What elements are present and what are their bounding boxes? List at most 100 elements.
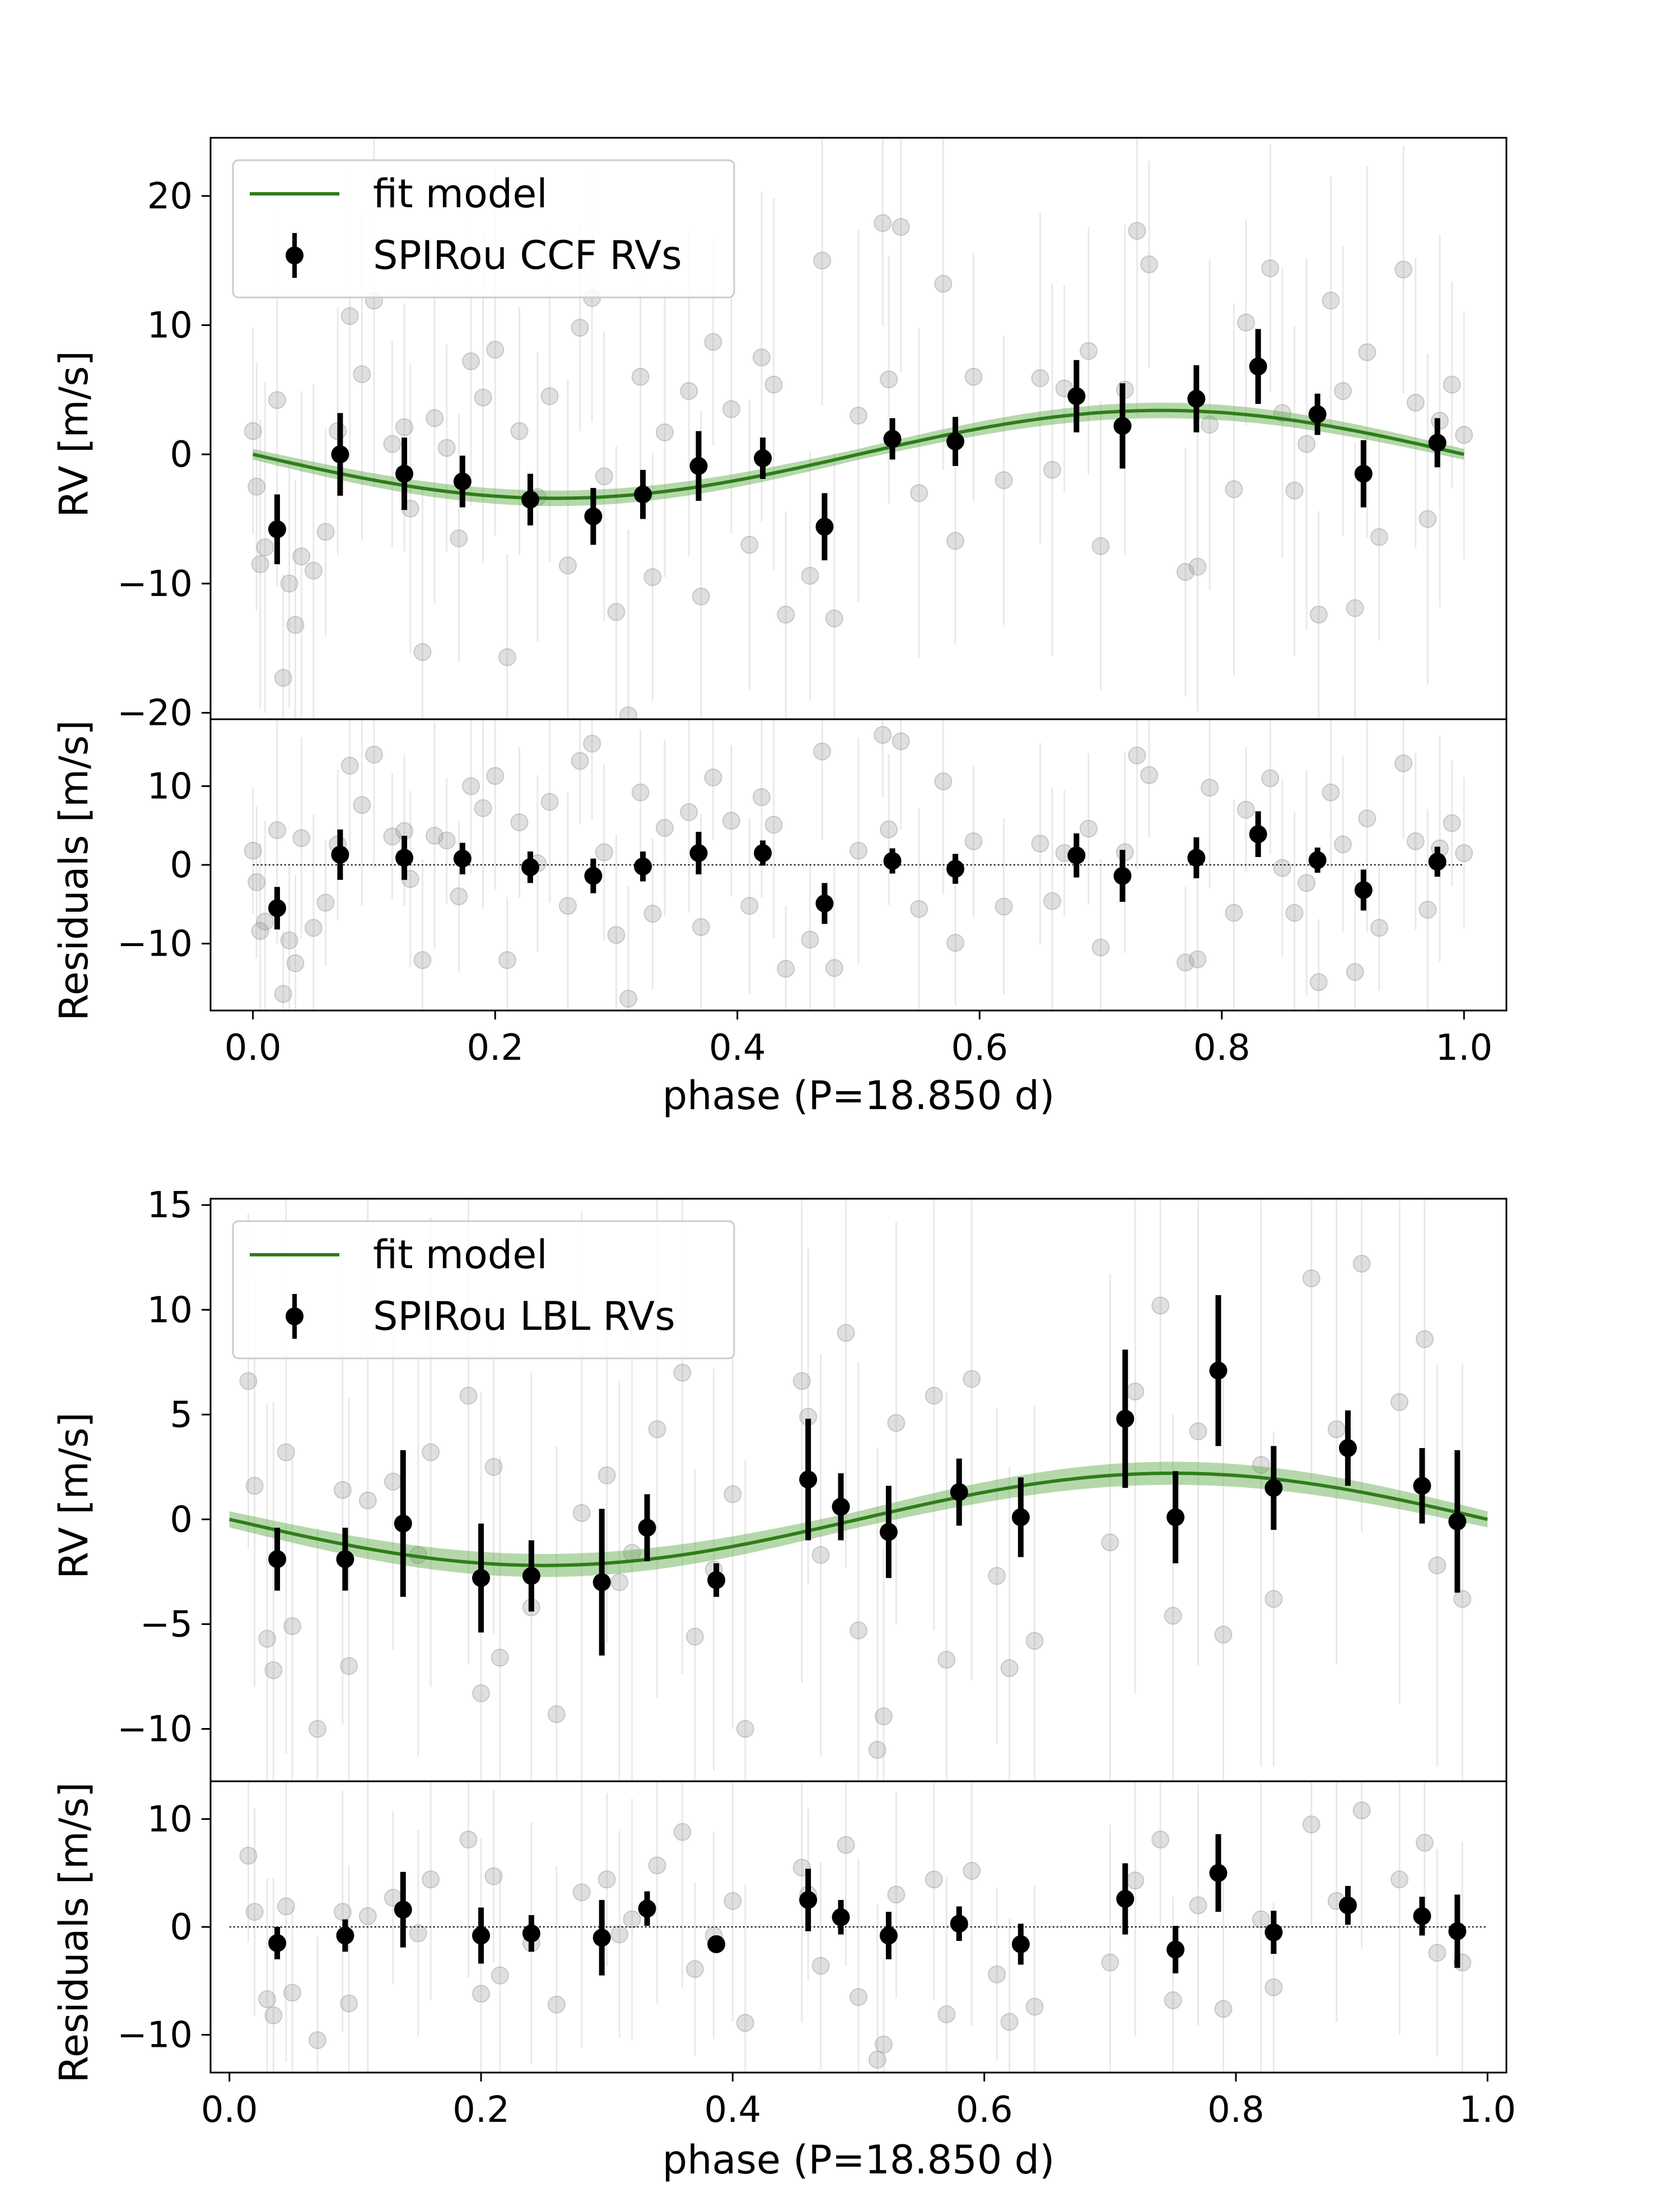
raw-res-point [934,772,953,791]
raw-rv-point [874,214,892,232]
raw-res-point [340,1994,358,2013]
raw-res-point [558,897,577,915]
raw-rv-point [887,1414,906,1432]
raw-res-point [1000,2013,1019,2031]
raw-rv-point [1285,481,1304,500]
raw-rv-point [988,1567,1006,1585]
raw-rv-point [256,538,274,557]
raw-res-point [1302,1815,1320,1834]
binned-res-point [634,857,652,876]
raw-res-point [308,2031,326,2050]
xtick-label: 0.6 [951,1027,1008,1069]
binned-res-point [521,858,539,877]
raw-res-point [811,1957,830,1975]
raw-res-point [365,746,383,764]
raw-rv-point [1164,1607,1182,1625]
binned-rv-point [879,1522,898,1541]
raw-res-point [1264,1978,1283,1996]
raw-rv-point [607,603,626,621]
binned-rv-point [883,430,902,448]
raw-rv-point [1091,537,1110,555]
raw-res-point [258,1990,277,2009]
rv-ytick-label: 5 [170,1394,193,1436]
binned-res-point [1338,1896,1357,1915]
raw-rv-point [736,1720,754,1738]
raw-rv-point [643,568,662,586]
raw-res-point [1390,1870,1409,1889]
raw-rv-point [937,1651,956,1669]
binned-rv-point [472,1569,491,1587]
raw-rv-point [258,1629,277,1648]
raw-res-point [740,897,759,915]
raw-rv-point [1128,222,1146,240]
raw-rv-point [498,648,516,667]
binned-rv-point [707,1571,726,1589]
raw-res-point [340,756,359,775]
raw-rv-point [995,471,1013,490]
raw-rv-point [811,1545,830,1564]
raw-res-point [1101,1953,1119,1972]
raw-res-point [1285,904,1304,922]
xtick-label: 0.0 [225,1027,282,1069]
raw-rv-point [486,341,505,359]
raw-rv-point [946,532,965,550]
raw-res-point [874,2035,893,2054]
xtick-label: 0.4 [704,2089,761,2131]
raw-res-point [472,1985,491,2003]
legend-box [232,1220,735,1359]
binned-res-point [1113,867,1132,885]
raw-rv-point [724,1485,742,1503]
binned-res-point [946,860,965,878]
raw-res-point [572,1883,591,1902]
raw-rv-point [1214,1626,1233,1644]
legend-model-label: fit model [373,171,548,217]
residual-y-axis-label: Residuals [m/s] [51,1782,97,2083]
raw-rv-point [1346,599,1364,617]
raw-res-point [655,818,674,837]
raw-res-point [510,813,529,832]
raw-rv-point [825,609,843,628]
raw-rv-point [880,370,898,389]
raw-res-point [988,1965,1006,1983]
raw-rv-point [1428,1556,1446,1575]
raw-res-point [623,1910,641,1929]
raw-rv-point [292,547,311,566]
binned-rv-point [1067,387,1086,406]
rv-plot-area [229,1199,1488,1781]
raw-res-point [484,1867,503,1885]
raw-res-point [964,832,983,850]
raw-res-point [244,841,262,860]
binned-rv-point [1308,405,1327,423]
raw-rv-point [874,1707,893,1726]
binned-res-point [1308,851,1327,869]
binned-rv-point [592,1573,611,1591]
raw-rv-point [837,1324,855,1342]
binned-rv-point [1113,417,1132,435]
raw-rv-point [1264,1590,1283,1608]
raw-rv-point [850,406,867,425]
raw-rv-point [1140,255,1159,274]
binned-rv-point [815,518,834,536]
binned-res-point [1448,1922,1467,1940]
binned-res-point [472,1926,491,1945]
raw-res-point [946,934,965,952]
x-axis-label: phase (P=18.850 d) [662,2137,1055,2183]
binned-res-point [1011,1935,1030,1953]
raw-res-point [692,918,710,937]
binned-rv-point [1338,1439,1357,1458]
raw-res-point [286,954,305,972]
res-ytick-label: 0 [170,845,193,886]
raw-rv-point [1025,1632,1044,1650]
raw-rv-point [358,1491,377,1510]
raw-res-point [1176,953,1194,972]
raw-rv-point [1443,375,1461,394]
raw-res-point [1140,766,1159,784]
raw-res-point [245,1903,264,1921]
raw-res-point [547,1995,566,2014]
binned-res-point [1249,825,1267,844]
rv-ytick-label: −20 [117,692,193,734]
raw-res-point [583,734,601,753]
raw-res-point [937,2005,956,2023]
xtick-label: 0.0 [201,2089,258,2131]
